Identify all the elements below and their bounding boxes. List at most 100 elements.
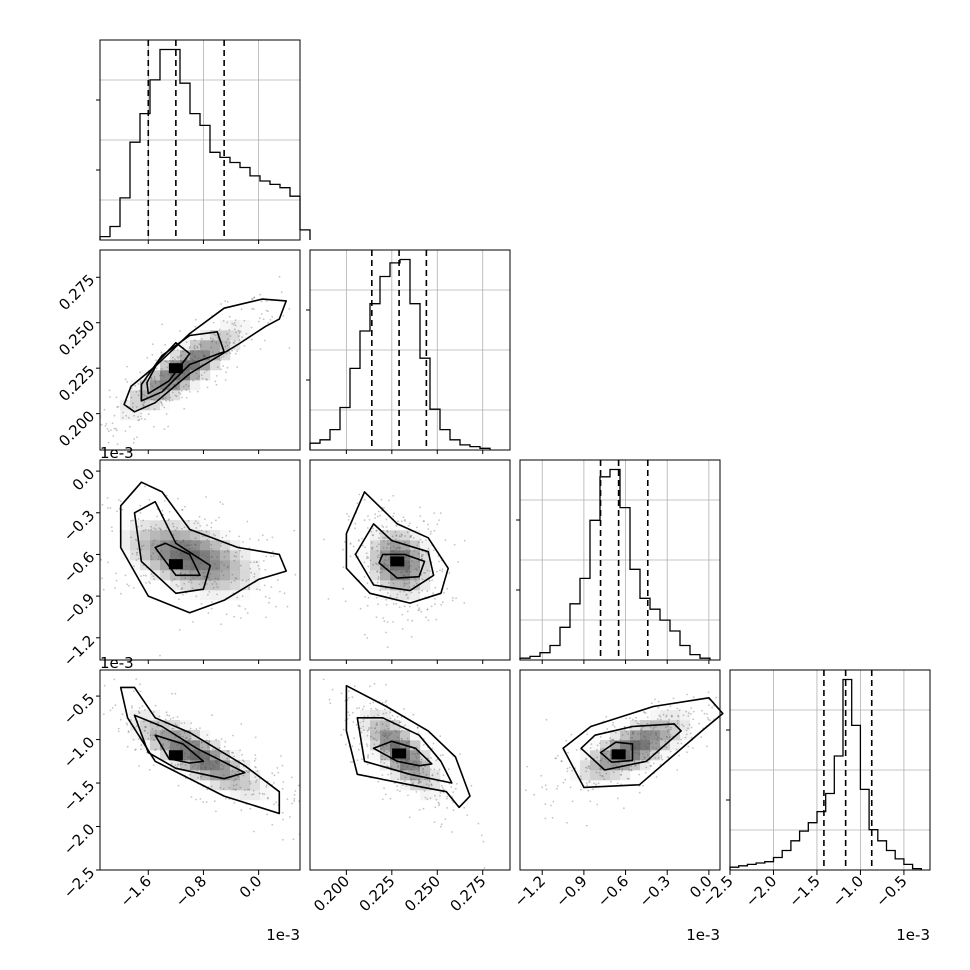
sample-point [640,729,642,731]
sample-point [136,551,139,554]
sample-point [156,544,159,546]
density-cell [190,520,201,531]
sample-point [161,404,164,407]
sample-point [177,497,179,500]
sample-point [370,546,373,549]
sample-point [107,561,109,564]
sample-point [216,762,219,765]
sample-point [641,726,644,729]
sample-point [393,549,395,552]
sample-point [367,565,370,568]
sample-point [180,390,183,392]
sample-point [172,716,175,719]
sample-point [115,579,118,582]
sample-point [176,361,179,364]
sample-point [190,544,193,546]
density-contour [580,723,682,771]
sample-point [366,555,369,558]
sample-point [381,536,384,539]
sample-point [439,795,441,797]
sample-point [391,578,393,581]
density-contour [123,298,288,413]
sample-point [161,728,164,731]
sample-point [435,570,438,573]
sample-point [387,542,389,545]
sample-point [421,557,423,560]
sample-point [363,498,366,501]
sample-point [687,727,689,730]
sample-point [692,747,694,749]
density-cell [150,720,161,731]
sample-point [605,741,608,744]
sample-point [405,759,408,762]
sample-point [271,536,274,539]
density-cell [200,760,211,771]
sample-point [632,732,634,735]
sample-point [239,617,242,619]
sample-point [144,528,147,531]
sample-point [639,746,641,749]
sample-point [117,727,120,730]
sample-point [422,768,424,771]
sample-point [585,766,587,769]
sample-point [195,520,197,522]
sample-point [386,621,389,623]
sample-point [416,582,418,585]
sample-point [671,715,673,718]
sample-point [409,536,412,538]
sample-point [407,619,409,621]
sample-point [267,321,270,324]
sample-point [405,549,408,552]
sample-point [244,608,247,610]
sample-point [635,716,637,719]
sample-point [172,359,174,362]
sample-point [399,546,401,549]
sample-point [672,697,675,700]
density-cell [250,580,261,591]
sample-point [193,749,196,752]
density-cell [150,750,161,761]
sample-point [193,344,196,347]
sample-point [452,809,455,812]
sample-point [206,734,209,736]
sample-point [638,752,641,754]
sample-point [715,696,717,699]
density-cell [570,760,581,771]
sample-point [282,315,285,317]
sample-point [281,787,284,790]
sample-point [374,513,376,516]
sample-point [422,744,425,746]
sample-point [206,556,209,559]
sample-point [251,338,253,341]
sample-point [596,744,599,747]
sample-point [143,720,145,723]
sample-point [395,524,398,527]
sample-point [223,556,226,558]
sample-point [160,367,163,370]
density-cell [410,550,421,561]
sample-point [376,730,378,733]
sample-point [415,567,417,570]
sample-point [184,505,186,508]
sample-point [193,355,196,358]
density-cell [380,740,391,751]
sample-point [627,733,630,735]
density-cell [630,730,641,741]
density-contour [562,696,724,789]
sample-point [399,727,402,729]
sample-point [418,808,421,811]
density-cell [240,560,251,571]
sample-point [203,355,206,358]
sample-point [382,526,385,528]
sample-point [248,586,251,589]
sample-point [376,570,379,573]
panel-frame [99,39,301,241]
sample-point [651,741,654,744]
density-cell [140,570,151,581]
sample-point [101,503,104,506]
sample-point [420,555,423,558]
sample-point [383,507,385,509]
density-cell [210,580,221,591]
sample-point [255,766,257,769]
density-cell [600,760,611,771]
